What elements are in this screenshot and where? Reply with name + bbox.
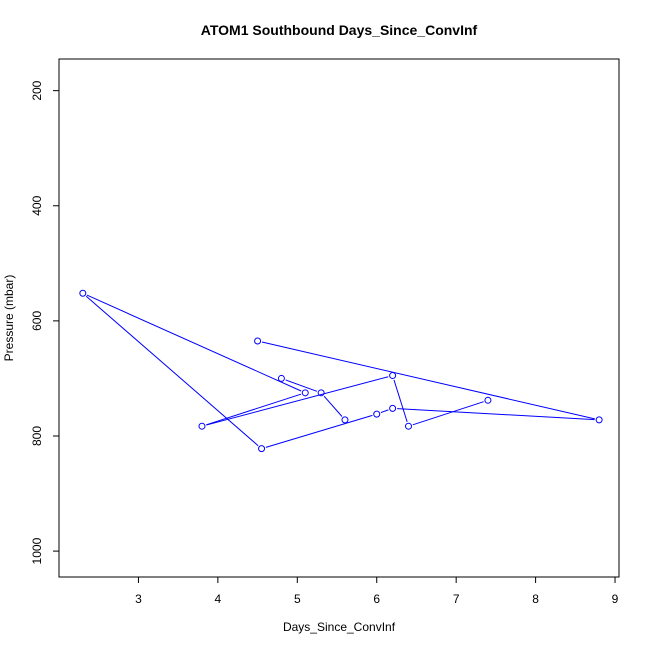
x-tick-label: 5 (294, 592, 301, 606)
x-tick-label: 8 (532, 592, 539, 606)
data-point (405, 422, 413, 430)
series-line-segment (85, 295, 259, 447)
x-tick-label: 7 (453, 592, 460, 606)
x-tick-label: 4 (215, 592, 222, 606)
x-tick-label: 3 (135, 592, 142, 606)
y-tick-label: 400 (30, 195, 44, 215)
series-line-segment (206, 393, 302, 426)
data-point (277, 374, 285, 382)
plot-frame (58, 58, 620, 578)
data-point (595, 416, 603, 424)
series-line-segment (265, 414, 373, 448)
series-line-segment (397, 408, 595, 421)
data-point (484, 396, 492, 404)
series-line-segment (285, 379, 318, 392)
data-point (258, 445, 266, 453)
series-layer (79, 289, 603, 453)
data-point (373, 410, 381, 418)
series-line-segment (393, 379, 408, 423)
data-point (198, 422, 206, 430)
y-tick-label: 800 (30, 426, 44, 446)
series-line-segment (86, 294, 302, 392)
series-line-segment (323, 395, 343, 417)
data-point (79, 289, 87, 297)
data-point (317, 389, 325, 397)
x-tick-label: 9 (612, 592, 619, 606)
series-line-segment (206, 376, 389, 426)
x-axis: 3 4 5 6 7 8 9 (135, 576, 619, 606)
y-tick-label: 200 (30, 80, 44, 100)
data-point (301, 389, 309, 397)
series-line-segment (261, 341, 595, 420)
data-point (341, 416, 349, 424)
data-point (254, 337, 262, 345)
y-tick-label: 1000 (30, 537, 44, 564)
data-point (389, 404, 397, 412)
y-tick-label: 600 (30, 311, 44, 331)
x-axis-label: Days_Since_ConvInf (283, 620, 396, 634)
data-point (389, 372, 397, 380)
series-line-segment (380, 409, 389, 414)
x-tick-label: 6 (373, 592, 380, 606)
y-axis-label: Pressure (mbar) (2, 275, 16, 362)
series-line-segment (412, 401, 484, 426)
chart-title: ATOM1 Southbound Days_Since_ConvInf (201, 22, 478, 38)
y-axis: 200 400 600 800 1000 (30, 80, 60, 564)
